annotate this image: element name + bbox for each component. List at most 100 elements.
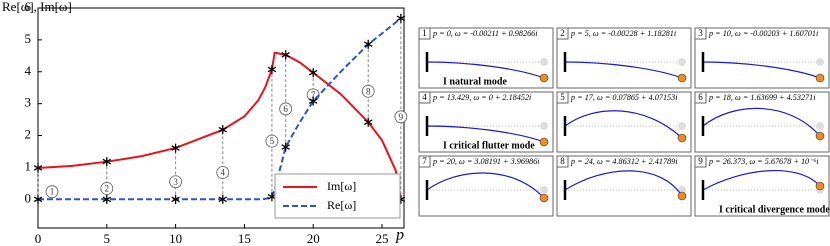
annotation-label: 5 [270,136,275,146]
panel-number: 1 [422,28,427,38]
tip-mass [815,73,825,83]
x-tick-label: 25 [375,231,388,246]
y-tick-label: 1 [25,158,32,173]
mode-label: I critical divergence mode [719,204,830,215]
annotation-label: 1 [50,187,55,197]
y-tick-label: 2 [25,127,32,142]
label-circle [265,134,279,148]
tip-mass [677,73,687,83]
label-circle [169,175,182,189]
beam-shape [564,110,683,139]
mode-panel: 8 p = 24, ω = 4.86312 + 2.41789i [556,155,692,217]
star-marker [33,163,43,173]
panel-number: 8 [560,156,565,166]
annotation-label: 7 [311,90,316,100]
star-marker [396,13,406,23]
label-circle [394,110,408,124]
panel-frame [418,91,554,153]
y-tick-label: 6 [25,0,32,14]
panel-number-box [694,155,707,168]
panel-number: 3 [698,28,703,38]
mode-panel: 1 p = 0, ω = -0.00211 + 0.98266i I natural… [418,27,554,89]
mode-panel: 2 p = 5, ω = -0.00228 + 1.18281i [556,27,692,89]
x-tick-label: 20 [307,231,320,246]
panel-number-box [418,27,431,40]
label-circle [100,182,114,195]
x-axis-label: p [395,227,404,244]
annotation-label: 6 [283,104,288,114]
star-marker [267,64,277,74]
star-marker [171,143,180,153]
tip-mass [677,133,687,143]
tip-mass [539,193,549,203]
panel-number: 7 [422,156,427,166]
panel-caption: p = 0, ω = -0.00211 + 0.98266i [432,29,538,38]
panel-caption: p = 26.373, ω = 5.67678 + 10⁻⁶i [708,157,819,166]
panel-number-box [556,91,569,104]
panel-number-box [694,91,707,104]
panel-frame [556,91,692,153]
star-marker [33,194,43,204]
beam-shape [426,125,545,143]
mode-label: I critical flutter mode [443,140,535,151]
panel-frame [694,91,830,153]
panel-frame [694,155,830,217]
x-tick-label: 5 [104,231,111,246]
panel-caption: p = 18, ω = 1.63699 + 4.53271i [708,93,816,102]
annotation-label: 3 [173,177,178,187]
star-marker [281,142,290,152]
label-circle [45,185,59,199]
star-marker [218,125,227,135]
mode-panel: 4 p = 13.429, ω = 0 + 2.18452i I critical … [418,91,554,153]
star-marker [364,39,373,49]
panel-number: 5 [560,92,565,102]
panel-number: 4 [422,92,427,102]
star-marker [281,50,290,60]
x-tick-label: 10 [169,231,182,246]
rest-mass [816,58,824,66]
y-tick-label: 5 [25,31,32,46]
beam-shape [426,172,545,199]
panel-caption: p = 13.429, ω = 0 + 2.18452i [432,93,532,102]
beam-shape [702,170,821,191]
annotation-label: 2 [105,184,110,194]
mode-panel: 6 p = 18, ω = 1.63699 + 4.53271i [694,91,830,153]
annotation-label: 4 [221,168,226,178]
panel-frame [556,27,692,89]
star-marker [308,96,318,106]
rest-mass [678,58,686,66]
tip-mass [539,73,549,83]
y-tick-label: 4 [25,63,32,78]
beam-shape [564,170,683,197]
rest-mass [678,122,686,130]
label-circle [216,166,230,179]
beam-shape [702,107,821,137]
mode-panel: 7 p = 20, ω = 3.08191 + 3.96986i [418,155,554,217]
legend-label: Im[ω] [327,179,356,193]
mode-panel: 5 p = 17, ω = 0.07865 + 4.07153i [556,91,692,153]
panel-number-box [694,27,707,40]
y-tick-label: 0 [25,190,32,205]
x-tick-label: 15 [238,231,251,246]
tip-mass [815,131,825,141]
y-tick-label: 3 [25,95,32,110]
rest-mass [540,58,548,66]
panel-frame [694,27,830,89]
panel-number-box [418,155,431,168]
annotation-label: 8 [366,86,371,96]
panel-caption: p = 10, ω = -0.00203 + 1.60701i [708,29,819,38]
star-marker [218,194,227,204]
tip-mass [539,137,549,147]
panel-number: 6 [698,92,703,102]
panel-number-box [418,91,431,104]
rest-mass [540,186,548,194]
annotation-label: 9 [399,112,404,122]
panel-number-box [556,155,569,168]
star-marker [102,157,112,167]
mode-panel: 9 p = 26.373, ω = 5.67678 + 10⁻⁶i I critic… [694,155,830,217]
star-marker [308,68,318,78]
legend-box [274,173,401,219]
panel-frame [556,155,692,217]
panel-caption: p = 24, ω = 4.86312 + 2.41789i [570,157,678,166]
